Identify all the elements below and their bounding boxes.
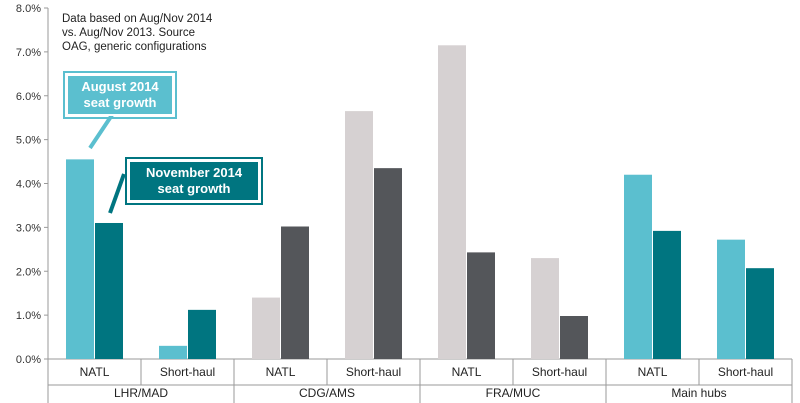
bar-august (66, 159, 94, 359)
y-tick-label: 6.0% (16, 91, 41, 103)
x-group-label: CDG/AMS (299, 386, 355, 400)
y-tick-label: 5.0% (16, 135, 41, 147)
bar-august (345, 111, 373, 359)
callout-label: seat growth (84, 95, 157, 110)
callout-pointer (88, 113, 114, 150)
x-category-label: Short-haul (346, 365, 401, 379)
callout-label: November 2014 (146, 165, 243, 180)
bars (66, 45, 774, 359)
x-group-label: FRA/MUC (486, 386, 541, 400)
bar-august (252, 297, 280, 359)
bar-november (95, 222, 123, 359)
x-category-label: Short-haul (718, 365, 773, 379)
bar-august (624, 174, 652, 359)
x-category-label: Short-haul (160, 365, 215, 379)
callout-border (63, 71, 177, 119)
y-tick-label: 2.0% (16, 266, 41, 278)
bar-november (560, 316, 588, 359)
y-tick-label: 3.0% (16, 222, 41, 234)
source-note: Data based on Aug/Nov 2014 vs. Aug/Nov 20… (62, 13, 213, 53)
x-category-label: NATL (266, 365, 296, 379)
bar-august (531, 258, 559, 359)
bar-november (467, 252, 495, 359)
x-category-label: NATL (638, 365, 668, 379)
callout-box (66, 74, 174, 116)
callout-label: August 2014 (81, 79, 159, 94)
y-tick-label: 8.0% (16, 3, 41, 15)
callout-box (128, 160, 260, 202)
x-category-label: NATL (80, 365, 110, 379)
note-line: vs. Aug/Nov 2013. Source (62, 27, 195, 39)
x-category-label: NATL (452, 365, 482, 379)
axis-labels: 0.0% 1.0% 2.0% 3.0% 4.0% 5.0% 6.0% 7.0% 8.0% NATL… (16, 3, 773, 400)
bar-august (438, 45, 466, 359)
bar-august (717, 239, 745, 359)
callout-pointer (108, 173, 126, 214)
bar-november (653, 230, 681, 359)
x-group-label: LHR/MAD (114, 386, 168, 400)
y-tick-label: 7.0% (16, 47, 41, 59)
y-tick-label: 4.0% (16, 179, 41, 191)
bar-august (159, 345, 187, 359)
callout-border (125, 157, 263, 205)
note-line: Data based on Aug/Nov 2014 (62, 13, 213, 25)
x-category-label: Short-haul (532, 365, 587, 379)
bar-november (188, 309, 216, 359)
note-line: OAG, generic configurations (62, 41, 207, 53)
y-tick-label: 0.0% (16, 354, 41, 366)
x-group-label: Main hubs (671, 386, 726, 400)
callout-label: seat growth (158, 181, 231, 196)
bar-november (281, 226, 309, 359)
bar-november (746, 268, 774, 359)
bar-november (374, 168, 402, 359)
y-tick-label: 1.0% (16, 310, 41, 322)
